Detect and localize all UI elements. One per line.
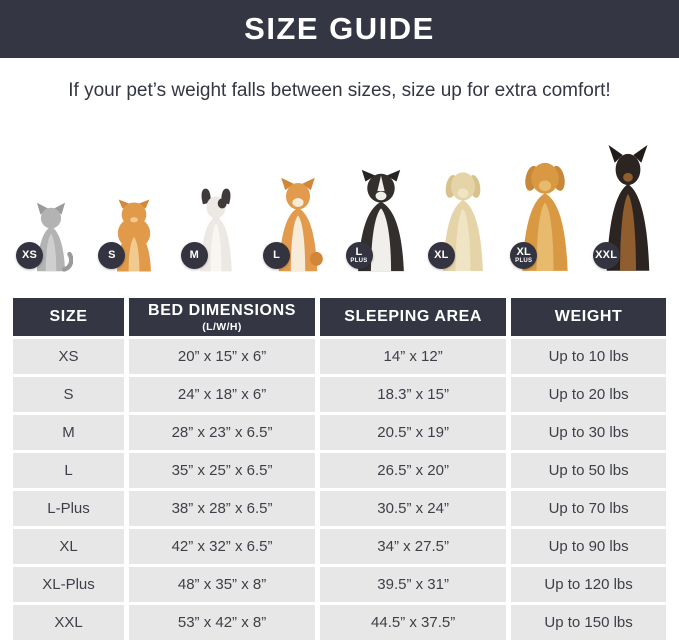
size-badge-label: XL [434, 249, 449, 261]
size-badge-xxl: XXL [592, 242, 620, 269]
size-badge-label: L [355, 246, 363, 258]
border-collie-illustration [357, 169, 404, 272]
sleeping-area-cell: 26.5” x 20” [320, 453, 507, 488]
size-badge-label: XXL [595, 249, 618, 261]
cat-illustration [37, 202, 74, 272]
weight-cell: Up to 120 lbs [511, 567, 666, 602]
size-badge-m: M [180, 242, 208, 269]
sleeping-area-cell: 34” x 27.5” [320, 529, 507, 564]
weight-cell: Up to 90 lbs [511, 529, 666, 564]
pet-slot-l: L [257, 125, 339, 273]
size-badge-l-plus: L PLUS [345, 242, 373, 269]
column-header-bed-label: BED DIMENSIONS [148, 301, 297, 319]
bed-dimensions-cell: 48” x 35” x 8” [129, 567, 316, 602]
size-cell: XS [13, 339, 124, 374]
pomeranian-illustration [116, 199, 151, 272]
bed-dimensions-cell: 35” x 25” x 6.5” [129, 453, 316, 488]
weight-cell: Up to 70 lbs [511, 491, 666, 526]
sleeping-area-cell: 39.5” x 31” [320, 567, 507, 602]
page-title: SIZE GUIDE [244, 11, 435, 46]
sleeping-area-cell: 20.5” x 19” [320, 415, 507, 450]
size-badge-label: M [189, 249, 199, 261]
bed-dimensions-cell: 20” x 15” x 6” [129, 339, 316, 374]
bed-dimensions-cell: 38” x 28” x 6.5” [129, 491, 316, 526]
size-cell: XXL [13, 605, 124, 640]
french-bulldog-illustration [200, 188, 232, 272]
pet-size-illustrations: XS S M [10, 125, 669, 273]
weight-cell: Up to 10 lbs [511, 339, 666, 374]
sleeping-area-cell: 14” x 12” [320, 339, 507, 374]
table-row: XS 20” x 15” x 6” 14” x 12” Up to 10 lbs [13, 339, 666, 374]
column-header-bed-dimensions: BED DIMENSIONS (L/W/H) [129, 298, 316, 336]
bed-dimensions-cell: 53” x 42” x 8” [129, 605, 316, 640]
size-cell: XL [13, 529, 124, 564]
sleeping-area-cell: 18.3” x 15” [320, 377, 507, 412]
bed-dimensions-cell: 28” x 23” x 6.5” [129, 415, 316, 450]
pet-slot-xl-plus: XL PLUS [504, 125, 586, 273]
column-header-weight: WEIGHT [511, 298, 666, 336]
weight-cell: Up to 30 lbs [511, 415, 666, 450]
size-badge-xs: XS [16, 242, 43, 269]
table-row: L-Plus 38” x 28” x 6.5” 30.5” x 24” Up t… [13, 491, 666, 526]
pet-slot-xxl: XXL [587, 125, 669, 273]
header-band: SIZE GUIDE [0, 0, 679, 58]
sleeping-area-cell: 44.5” x 37.5” [320, 605, 507, 640]
size-badge-sublabel: PLUS [515, 258, 533, 264]
size-table: SIZE BED DIMENSIONS (L/W/H) SLEEPING ARE… [13, 298, 666, 640]
size-cell: L-Plus [13, 491, 124, 526]
column-header-sleeping-area: SLEEPING AREA [320, 298, 507, 336]
size-table-header: SIZE BED DIMENSIONS (L/W/H) SLEEPING ARE… [13, 298, 666, 336]
weight-cell: Up to 50 lbs [511, 453, 666, 488]
table-row: XXL 53” x 42” x 8” 44.5” x 37.5” Up to 1… [13, 605, 666, 640]
table-row: XL-Plus 48” x 35” x 8” 39.5” x 31” Up to… [13, 567, 666, 602]
size-badge-l: L [263, 242, 291, 269]
size-cell: XL-Plus [13, 567, 124, 602]
subtitle-text: If your pet’s weight falls between sizes… [68, 80, 611, 101]
size-badge-sublabel: PLUS [350, 258, 368, 264]
pet-slot-xs: XS [10, 125, 92, 273]
sleeping-area-cell: 30.5” x 24” [320, 491, 507, 526]
size-badge-xl-plus: XL PLUS [510, 242, 538, 269]
pet-slot-s: S [92, 125, 174, 273]
weight-cell: Up to 20 lbs [511, 377, 666, 412]
bed-dimensions-cell: 24” x 18” x 6” [129, 377, 316, 412]
size-badge-label: XS [21, 249, 38, 261]
weight-cell: Up to 150 lbs [511, 605, 666, 640]
column-header-size: SIZE [13, 298, 124, 336]
table-row: S 24” x 18” x 6” 18.3” x 15” Up to 20 lb… [13, 377, 666, 412]
table-row: L 35” x 25” x 6.5” 26.5” x 20” Up to 50 … [13, 453, 666, 488]
table-row: M 28” x 23” x 6.5” 20.5” x 19” Up to 30 … [13, 415, 666, 450]
column-header-bed-sublabel: (L/W/H) [202, 320, 242, 333]
size-badge-s: S [98, 242, 126, 269]
bed-dimensions-cell: 42” x 32” x 6.5” [129, 529, 316, 564]
size-cell: L [13, 453, 124, 488]
pet-slot-m: M [175, 125, 257, 273]
size-badge-label: L [273, 249, 281, 261]
size-badge-label: S [108, 249, 116, 261]
size-badge-xl: XL [427, 242, 455, 269]
pet-slot-xl: XL [422, 125, 504, 273]
size-cell: M [13, 415, 124, 450]
pet-slot-l-plus: L PLUS [340, 125, 422, 273]
table-row: XL 42” x 32” x 6.5” 34” x 27.5” Up to 90… [13, 529, 666, 564]
size-cell: S [13, 377, 124, 412]
size-badge-label: XL [516, 246, 531, 258]
